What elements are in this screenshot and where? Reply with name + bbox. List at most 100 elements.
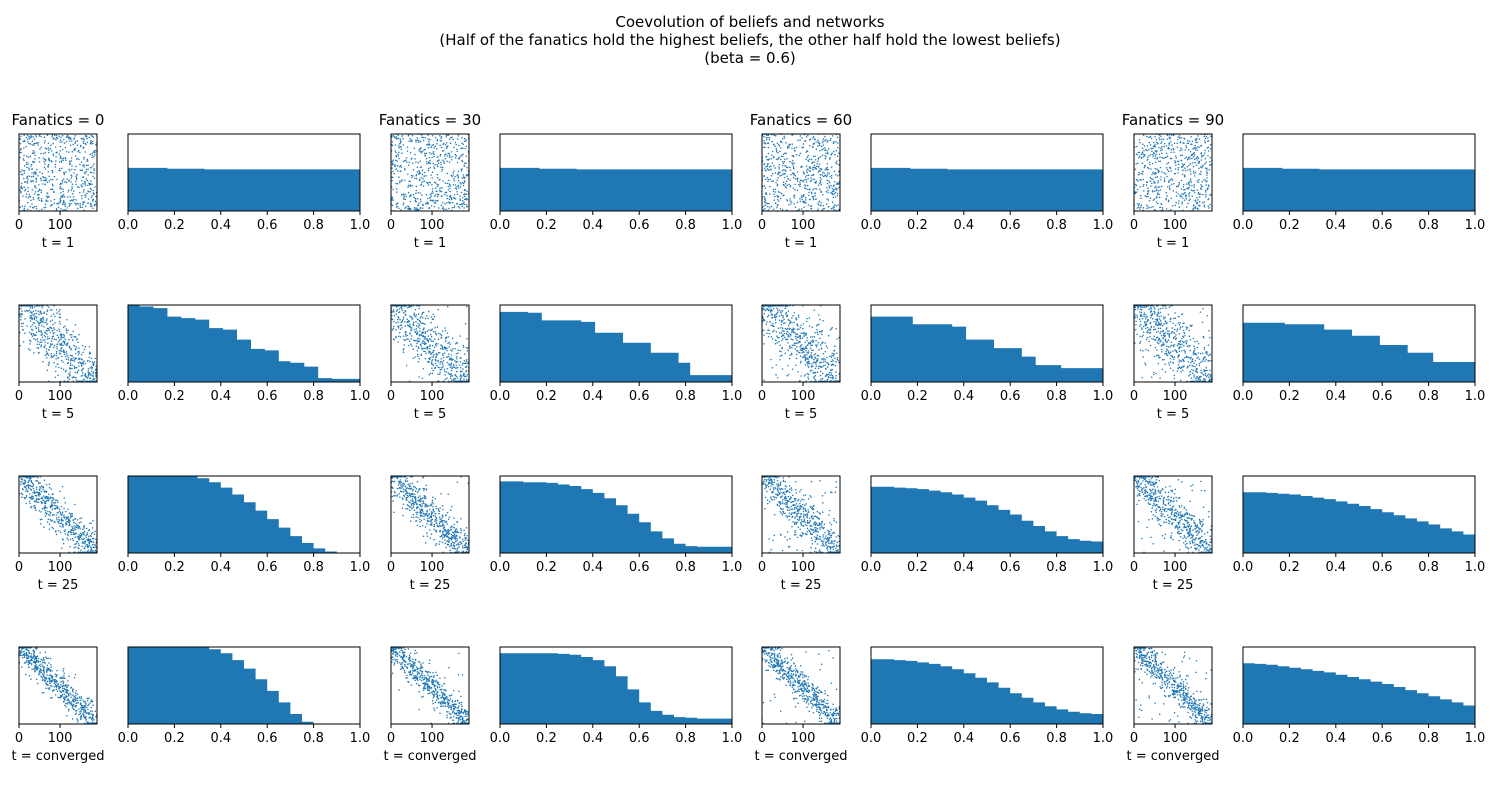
scatter-point	[413, 312, 416, 314]
scatter-point	[63, 349, 65, 351]
scatter-point	[442, 508, 444, 511]
scatter-point	[61, 196, 64, 198]
scatter-point	[453, 689, 455, 692]
scatter-point	[82, 140, 85, 143]
scatter-point	[61, 141, 63, 143]
scatter-point	[460, 531, 462, 534]
scatter-point	[94, 377, 96, 380]
scatter-point	[442, 693, 445, 696]
scatter-point	[33, 206, 36, 208]
scatter-point	[70, 701, 72, 703]
scatter-point	[396, 652, 399, 655]
scatter-point	[401, 179, 404, 181]
scatter-point	[463, 198, 466, 201]
scatter-point	[73, 708, 75, 711]
scatter-point	[24, 497, 26, 500]
scatter-point	[446, 716, 448, 719]
scatter-point	[91, 716, 94, 719]
scatter-point	[401, 507, 404, 509]
scatter-point	[25, 502, 27, 505]
scatter-point	[424, 504, 426, 507]
scatter-point	[439, 540, 441, 543]
scatter-point	[428, 659, 431, 662]
scatter-point	[446, 197, 449, 200]
scatter-point	[449, 717, 452, 719]
scatter-point	[457, 717, 460, 719]
scatter-point	[430, 504, 433, 507]
scatter-point	[414, 331, 416, 333]
scatter-point	[394, 165, 397, 167]
scatter-point	[461, 205, 464, 208]
scatter-point	[448, 198, 451, 200]
scatter-point	[51, 171, 54, 174]
scatter-point	[52, 346, 55, 349]
scatter-point	[429, 159, 431, 162]
scatter-point	[35, 509, 37, 511]
scatter-point	[47, 364, 50, 367]
scatter-point	[49, 147, 52, 150]
scatter-point	[48, 688, 51, 691]
scatter-point	[395, 137, 398, 140]
scatter-point	[46, 664, 49, 667]
scatter-point	[454, 529, 457, 531]
scatter-point	[52, 355, 55, 357]
scatter-point	[458, 144, 460, 147]
scatter-point	[444, 153, 447, 156]
scatter-point	[86, 532, 89, 534]
scatter-point	[58, 339, 61, 342]
scatter-point	[31, 482, 34, 485]
scatter-point	[440, 361, 443, 363]
scatter-point	[415, 500, 417, 502]
scatter-point	[435, 359, 437, 362]
scatter-point	[37, 184, 40, 186]
scatter-point	[79, 713, 82, 715]
scatter-point	[84, 135, 87, 137]
scatter-point	[67, 180, 70, 182]
scatter-point	[397, 327, 400, 329]
scatter-point	[437, 683, 440, 686]
scatter-point	[28, 167, 30, 169]
scatter-point	[54, 508, 56, 510]
scatter-point	[90, 699, 93, 701]
scatter-point	[65, 706, 67, 708]
scatter-point	[403, 197, 405, 199]
scatter-point	[53, 134, 56, 136]
scatter-point	[93, 172, 95, 174]
scatter-point	[437, 509, 440, 512]
scatter-point	[39, 319, 42, 321]
scatter-point	[428, 337, 431, 340]
scatter-point	[441, 516, 444, 519]
scatter-point	[32, 149, 34, 152]
scatter-point	[431, 372, 434, 374]
scatter-point	[80, 517, 83, 519]
scatter-point	[70, 181, 72, 183]
scatter-point	[397, 484, 400, 486]
scatter-point	[46, 313, 48, 315]
scatter-point	[461, 364, 464, 366]
scatter-point	[89, 367, 92, 369]
scatter-point	[413, 207, 416, 209]
scatter-point	[401, 667, 403, 669]
scatter-point	[421, 515, 423, 517]
scatter-point	[410, 316, 412, 319]
scatter-point	[43, 679, 45, 681]
scatter-point	[431, 190, 434, 192]
scatter-point	[65, 702, 67, 704]
scatter-point	[20, 652, 22, 654]
scatter-point	[427, 197, 429, 200]
scatter-point	[80, 533, 83, 536]
scatter-point	[418, 324, 421, 327]
scatter-point	[63, 672, 65, 675]
scatter-point	[74, 546, 77, 548]
scatter-point	[76, 718, 78, 720]
scatter-point	[30, 315, 33, 317]
scatter-point	[64, 699, 66, 701]
scatter-point	[50, 520, 52, 522]
scatter-point	[418, 340, 420, 342]
scatter-point	[415, 189, 418, 192]
scatter-point	[391, 167, 393, 169]
scatter-point	[48, 498, 50, 501]
scatter-point	[75, 175, 77, 177]
scatter-point	[437, 359, 439, 362]
scatter-point	[39, 310, 42, 312]
